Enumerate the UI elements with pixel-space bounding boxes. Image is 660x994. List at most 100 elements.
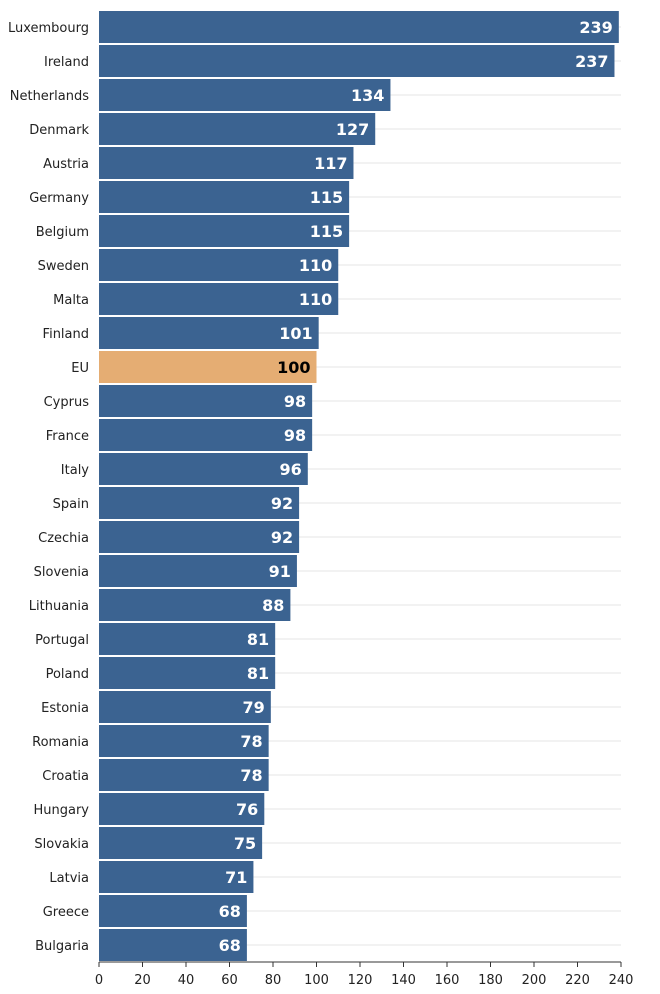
bar-value-label: 78 xyxy=(240,766,262,785)
category-label: Cyprus xyxy=(44,395,90,410)
category-label: Netherlands xyxy=(10,89,89,104)
x-tick-label: 220 xyxy=(565,973,590,988)
x-tick-label: 140 xyxy=(391,973,416,988)
bar-estonia xyxy=(99,691,271,723)
bar-value-label: 92 xyxy=(271,528,293,547)
bar-value-label: 96 xyxy=(280,460,302,479)
bar-value-label: 115 xyxy=(310,222,343,241)
category-label: EU xyxy=(71,361,89,376)
bar-romania xyxy=(99,725,269,757)
category-label: Estonia xyxy=(41,701,89,716)
category-label: Spain xyxy=(53,497,89,512)
category-label: Slovakia xyxy=(34,837,89,852)
bar-value-label: 88 xyxy=(262,596,284,615)
category-label: Czechia xyxy=(38,531,89,546)
bar-value-label: 92 xyxy=(271,494,293,513)
bar-value-label: 134 xyxy=(351,86,384,105)
category-label: Belgium xyxy=(36,225,89,240)
bar-value-label: 81 xyxy=(247,664,269,683)
bar-value-label: 115 xyxy=(310,188,343,207)
bar-eu xyxy=(99,351,317,383)
category-label: Finland xyxy=(43,327,89,342)
bar-value-label: 101 xyxy=(279,324,312,343)
bar-italy xyxy=(99,453,308,485)
bar-spain xyxy=(99,487,300,519)
bar-value-label: 75 xyxy=(234,834,256,853)
bar-denmark xyxy=(99,113,376,145)
bar-value-label: 239 xyxy=(579,18,612,37)
x-tick-label: 0 xyxy=(95,973,103,988)
category-label: Portugal xyxy=(35,633,89,648)
bar-value-label: 117 xyxy=(314,154,347,173)
category-label: Romania xyxy=(32,735,89,750)
bar-belgium xyxy=(99,215,350,247)
bar-value-label: 100 xyxy=(277,358,310,377)
bar-value-label: 81 xyxy=(247,630,269,649)
x-tick-label: 200 xyxy=(522,973,547,988)
bar-value-label: 91 xyxy=(269,562,291,581)
bar-sweden xyxy=(99,249,339,281)
category-label: Germany xyxy=(29,191,89,206)
bar-slovakia xyxy=(99,827,263,859)
category-label: Ireland xyxy=(44,55,89,70)
category-label: Slovenia xyxy=(34,565,89,580)
category-label: Sweden xyxy=(38,259,89,274)
bar-finland xyxy=(99,317,319,349)
x-axis: 0 20 40 60 80 100 120 140 160 180 200 220 240 xyxy=(95,961,634,988)
bar-value-label: 98 xyxy=(284,426,306,445)
bar-value-label: 68 xyxy=(219,902,241,921)
bar-germany xyxy=(99,181,350,213)
bar-value-label: 237 xyxy=(575,52,608,71)
category-label: Bulgaria xyxy=(35,939,89,954)
category-label: Latvia xyxy=(49,871,89,886)
category-label: Hungary xyxy=(33,803,89,818)
bar-malta xyxy=(99,283,339,315)
bar-austria xyxy=(99,147,354,179)
category-label: Luxembourg xyxy=(8,21,89,36)
x-tick-label: 120 xyxy=(348,973,373,988)
bars: 239 237 134 127 117 115 115 110 110 101 100 98 98 96 9… xyxy=(99,11,619,961)
x-tick-label: 160 xyxy=(435,973,460,988)
bar-netherlands xyxy=(99,79,391,111)
bar-czechia xyxy=(99,521,300,553)
bar-lithuania xyxy=(99,589,291,621)
category-label: Austria xyxy=(43,157,89,172)
bar-ireland xyxy=(99,45,615,77)
x-tick-label: 100 xyxy=(304,973,329,988)
bar-value-label: 127 xyxy=(336,120,369,139)
bar-croatia xyxy=(99,759,269,791)
bar-value-label: 79 xyxy=(243,698,265,717)
category-label: Greece xyxy=(43,905,89,920)
x-tick-label: 240 xyxy=(609,973,634,988)
bar-value-label: 110 xyxy=(299,256,332,275)
bar-cyprus xyxy=(99,385,313,417)
bar-france xyxy=(99,419,313,451)
x-tick-label: 20 xyxy=(134,973,151,988)
x-tick-label: 180 xyxy=(478,973,503,988)
x-tick-label: 40 xyxy=(178,973,195,988)
bar-value-label: 110 xyxy=(299,290,332,309)
category-label: Denmark xyxy=(29,123,89,138)
category-label: Croatia xyxy=(42,769,89,784)
category-label: Lithuania xyxy=(29,599,89,614)
category-label: Malta xyxy=(53,293,89,308)
bar-luxembourg xyxy=(99,11,619,43)
bar-value-label: 78 xyxy=(240,732,262,751)
bar-greece xyxy=(99,895,247,927)
bar-bulgaria xyxy=(99,929,247,961)
x-tick-label: 80 xyxy=(265,973,282,988)
bar-slovenia xyxy=(99,555,297,587)
category-label: France xyxy=(46,429,89,444)
bar-portugal xyxy=(99,623,276,655)
bar-value-label: 68 xyxy=(219,936,241,955)
bar-value-label: 71 xyxy=(225,868,247,887)
x-tick-label: 60 xyxy=(221,973,238,988)
category-label: Italy xyxy=(61,463,90,478)
category-labels: Luxembourg Ireland Netherlands Denmark Austr… xyxy=(8,21,89,954)
bar-poland xyxy=(99,657,276,689)
category-label: Poland xyxy=(46,667,89,682)
bar-value-label: 98 xyxy=(284,392,306,411)
bar-hungary xyxy=(99,793,265,825)
bar-value-label: 76 xyxy=(236,800,258,819)
